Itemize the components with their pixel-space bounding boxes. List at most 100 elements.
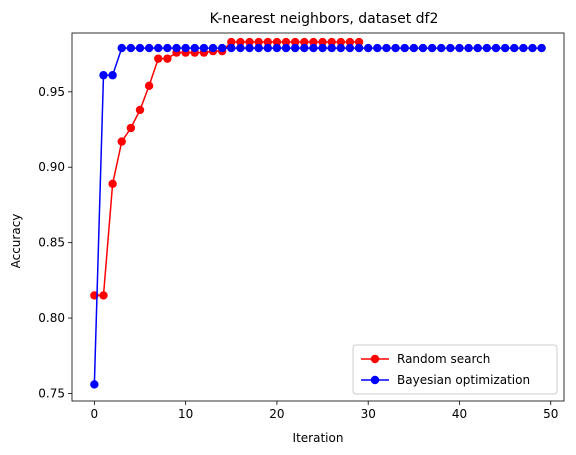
- data-point: [227, 43, 236, 53]
- data-point: [336, 43, 346, 53]
- data-point: [409, 43, 419, 53]
- data-point: [163, 43, 172, 53]
- data-point: [309, 37, 318, 47]
- data-point: [217, 43, 227, 53]
- data-point: [327, 37, 336, 47]
- data-point: [263, 43, 272, 53]
- data-point: [199, 43, 209, 53]
- series-line-1: [93, 47, 542, 385]
- data-point: [437, 43, 446, 53]
- data-point: [382, 43, 391, 53]
- data-point: [99, 71, 108, 80]
- data-point: [90, 380, 99, 389]
- legend-marker: [370, 354, 380, 364]
- data-point: [473, 43, 482, 53]
- data-point: [135, 105, 145, 115]
- data-point: [236, 37, 245, 47]
- data-point: [354, 43, 364, 53]
- y-tick-label: 0.80: [38, 311, 65, 325]
- data-point: [172, 43, 181, 53]
- data-point: [181, 43, 190, 53]
- data-point: [400, 43, 409, 53]
- data-point: [236, 43, 245, 53]
- data-point: [537, 43, 546, 53]
- data-point: [163, 54, 172, 63]
- data-point: [245, 37, 254, 47]
- data-point: [318, 43, 327, 53]
- y-tick-label: 0.75: [38, 386, 65, 400]
- legend-label: Random search: [397, 352, 490, 366]
- data-point: [208, 43, 218, 53]
- data-point: [309, 43, 318, 53]
- x-tick-label: 0: [91, 407, 99, 421]
- data-point: [272, 37, 282, 47]
- data-point: [418, 43, 428, 53]
- data-point: [290, 37, 300, 47]
- data-point: [144, 81, 154, 90]
- data-point: [290, 43, 300, 53]
- data-point: [117, 43, 126, 53]
- plot-area: 0 10 20 30 40 50 0.75 0.80 0.85 0.90 0.95: [38, 32, 565, 421]
- data-point: [391, 43, 400, 53]
- data-point: [318, 37, 327, 47]
- data-point: [345, 43, 355, 53]
- chart-title: K-nearest neighbors, dataset df2: [210, 11, 439, 27]
- data-point: [154, 54, 163, 63]
- x-tick-label: 50: [543, 407, 558, 421]
- data-point: [272, 43, 282, 53]
- data-point: [126, 43, 136, 53]
- data-point: [354, 37, 364, 47]
- data-point: [500, 43, 510, 53]
- data-point: [281, 43, 291, 53]
- data-point: [327, 43, 336, 53]
- data-point: [154, 43, 163, 53]
- x-tick-label: 20: [269, 407, 284, 421]
- series-0: [90, 37, 364, 300]
- data-point: [336, 37, 346, 47]
- series-line-0: [94, 41, 360, 297]
- data-point: [99, 291, 108, 300]
- data-point: [245, 43, 254, 53]
- data-point: [364, 43, 373, 53]
- legend-marker: [370, 375, 380, 385]
- data-point: [254, 37, 263, 47]
- data-point: [108, 71, 117, 80]
- data-point: [135, 43, 145, 53]
- data-point: [427, 43, 437, 53]
- data-point: [345, 37, 355, 47]
- data-point: [263, 37, 272, 47]
- y-tick-label: 0.90: [38, 160, 65, 174]
- x-tick-label: 10: [178, 407, 193, 421]
- data-point: [126, 123, 136, 133]
- data-point: [373, 43, 382, 53]
- data-point: [190, 43, 199, 53]
- legend-box: [352, 344, 558, 395]
- legend-label: Bayesian optimization: [397, 373, 530, 387]
- data-point: [528, 43, 537, 53]
- data-point: [254, 43, 263, 53]
- data-point: [108, 179, 117, 189]
- data-point: [482, 43, 492, 53]
- data-point: [144, 43, 154, 53]
- y-axis-label: Accuracy: [9, 214, 23, 269]
- data-point: [117, 137, 126, 146]
- data-point: [300, 43, 309, 53]
- data-point: [455, 43, 464, 53]
- data-point: [510, 43, 519, 53]
- series-1: [90, 43, 546, 389]
- data-point: [446, 43, 455, 53]
- axes-frame: [71, 32, 565, 402]
- y-tick-label: 0.95: [38, 85, 65, 99]
- data-point: [491, 43, 501, 53]
- data-point: [227, 37, 236, 47]
- data-point: [464, 43, 473, 53]
- data-point: [300, 37, 309, 47]
- legend: Random search Bayesian optimization: [352, 344, 558, 395]
- x-tick-label: 40: [452, 407, 467, 421]
- x-tick-label: 30: [361, 407, 376, 421]
- data-point: [519, 43, 528, 53]
- y-tick-label: 0.85: [38, 236, 65, 250]
- x-axis-label: Iteration: [293, 431, 344, 445]
- data-point: [281, 37, 291, 47]
